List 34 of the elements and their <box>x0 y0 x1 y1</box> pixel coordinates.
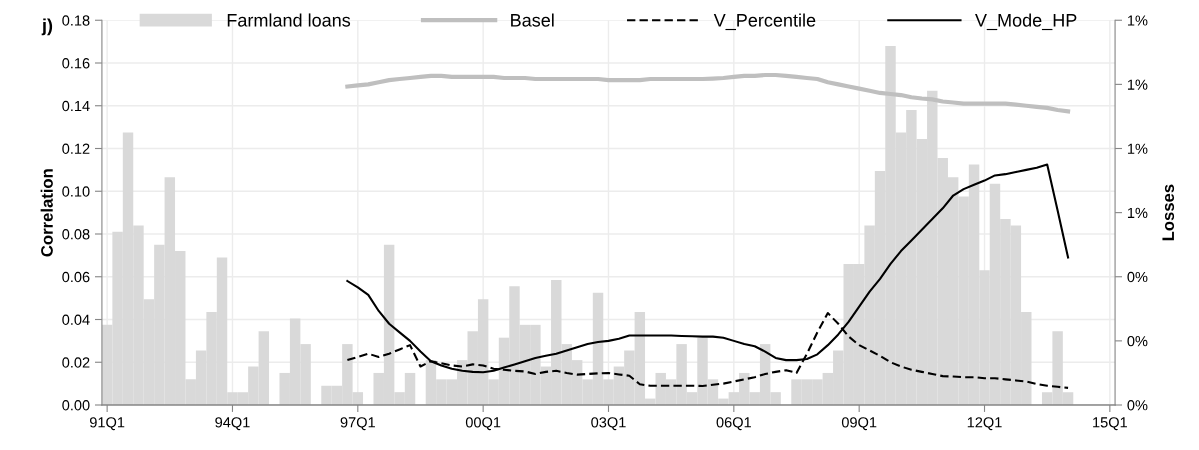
y2-axis-title: Losses <box>1162 184 1175 241</box>
y2-tick-label: 1% <box>1127 79 1148 90</box>
chart-title: j) <box>41 18 53 36</box>
y2-tick-label: 1% <box>1127 207 1148 218</box>
y2-tick-label: 0% <box>1127 400 1148 411</box>
y-tick-label: 0.10 <box>62 186 90 197</box>
legend-label: Basel <box>511 13 554 27</box>
y-tick-label: 0.00 <box>62 400 90 411</box>
x-tick-label: 15Q1 <box>1093 417 1127 431</box>
y-tick-label: 0.18 <box>62 15 90 26</box>
x-tick-label: 00Q1 <box>465 417 501 431</box>
y-tick-label: 0.14 <box>62 100 90 112</box>
legend-label: Farmland loans <box>227 13 351 27</box>
x-tick-label: 97Q1 <box>340 417 375 431</box>
line-series <box>345 72 1071 114</box>
x-tick-label: 94Q1 <box>215 417 250 431</box>
y-axis-title: Correlation <box>40 169 53 257</box>
y-tick-label: 0.16 <box>62 58 90 69</box>
legend-label: V_Mode_HP <box>975 13 1077 31</box>
x-tick-label: 12Q1 <box>967 417 1002 431</box>
y2-tick-label: 1% <box>1127 143 1148 154</box>
y2-tick-label: 0% <box>1127 335 1148 347</box>
x-tick-label: 09Q1 <box>841 417 877 431</box>
y-tick-label: 0.12 <box>62 143 90 154</box>
x-tick-label: 06Q1 <box>716 417 751 431</box>
y2-tick-label: 1% <box>1127 15 1148 26</box>
y-tick-label: 0.04 <box>62 314 90 325</box>
y2-tick-label: 0% <box>1127 271 1148 283</box>
x-tick-label: 03Q1 <box>591 417 626 431</box>
y-tick-label: 0.06 <box>62 271 90 283</box>
legend-label: V_Percentile <box>713 13 816 31</box>
y-tick-label: 0.08 <box>62 229 90 240</box>
y-tick-label: 0.02 <box>62 357 90 368</box>
x-tick-label: 91Q1 <box>89 417 125 431</box>
